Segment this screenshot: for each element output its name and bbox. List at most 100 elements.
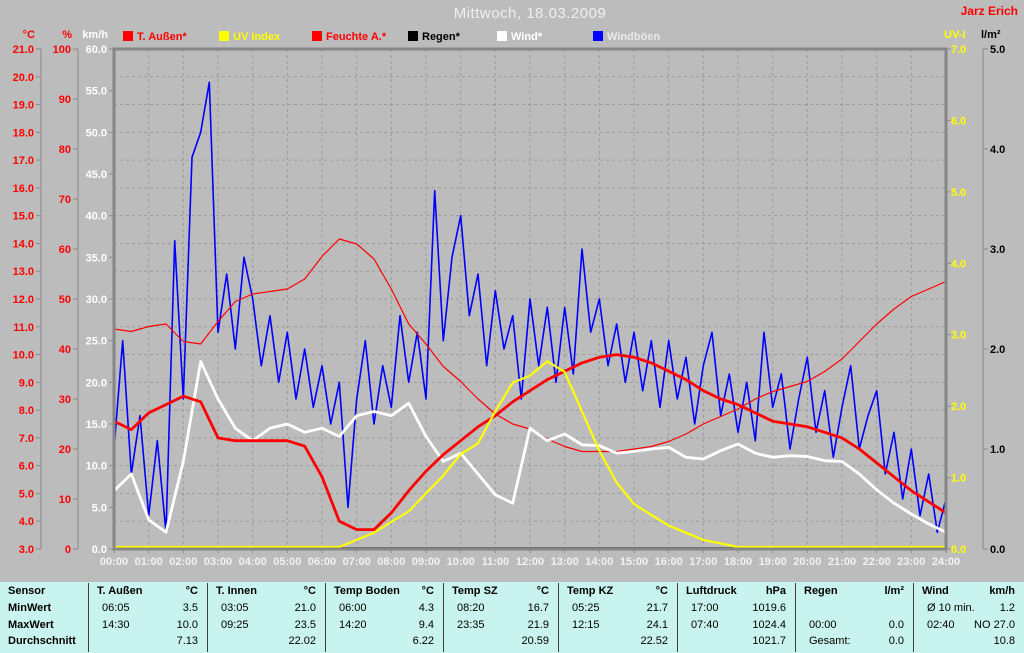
y-tick-label: 7.0 [19, 433, 34, 445]
sensor-summary-table: Sensor MinWert MaxWert Durchschnitt T. Außen… [0, 582, 1024, 653]
x-tick-label: 24:00 [932, 556, 960, 568]
table-max-time: 09:25 [221, 619, 249, 631]
x-tick-label: 23:00 [897, 556, 925, 568]
y-tick-label: 40.0 [86, 211, 107, 223]
x-tick-label: 17:00 [689, 556, 717, 568]
y-tick-label: 55.0 [86, 86, 107, 98]
table-column-separator [558, 583, 559, 652]
y-tick-label: 10.0 [86, 461, 107, 473]
table-max-value: 21.9 [527, 619, 549, 631]
table-min-time: 08:20 [457, 602, 485, 614]
y-tick-label: 20.0 [13, 72, 34, 84]
table-col-unit: l/m² [884, 585, 904, 597]
legend-label: Wind* [511, 31, 543, 43]
table-max-time: 02:40 [927, 619, 955, 631]
x-tick-label: 02:00 [169, 556, 197, 568]
y-tick-label: 60 [59, 244, 71, 256]
table-row-header: Durchschnitt [8, 635, 76, 647]
x-tick-label: 10:00 [447, 556, 475, 568]
x-tick-label: 21:00 [828, 556, 856, 568]
y-tick-label: 10 [59, 494, 71, 506]
y-tick-label: 45.0 [86, 169, 107, 181]
table-column-separator [677, 583, 678, 652]
x-tick-label: 18:00 [724, 556, 752, 568]
table-col-name: T. Außen [97, 585, 143, 597]
y-tick-label: 14.0 [13, 238, 34, 250]
table-column-separator [795, 583, 796, 652]
y-tick-label: 8.0 [19, 405, 34, 417]
x-tick-label: 01:00 [135, 556, 163, 568]
table-row-header: Sensor [8, 585, 46, 597]
x-tick-label: 15:00 [620, 556, 648, 568]
table-min-time: 05:25 [572, 602, 600, 614]
y-tick-label: 20 [59, 444, 71, 456]
legend-item: Wind* [497, 31, 542, 43]
legend-swatch-icon [312, 31, 322, 41]
table-max-time: 14:30 [102, 619, 130, 631]
legend-swatch-icon [497, 31, 507, 41]
watermark-author: Jarz Erich [960, 4, 1018, 18]
table-min-time: 06:00 [339, 602, 367, 614]
table-min-value: 4.3 [418, 602, 434, 614]
y-tick-label: 35.0 [86, 252, 107, 264]
y-tick-label: 100 [53, 44, 71, 56]
table-max-value: 24.1 [646, 619, 668, 631]
legend-swatch-icon [123, 31, 133, 41]
axis-unit-label: UV-I [944, 29, 965, 41]
y-tick-label: 30 [59, 394, 71, 406]
table-column-separator [207, 583, 208, 652]
table-min-time: 06:05 [102, 602, 130, 614]
x-tick-label: 16:00 [655, 556, 683, 568]
x-tick-label: 12:00 [516, 556, 544, 568]
axis-unit-label: l/m² [981, 29, 1001, 41]
table-max-value: NO 27.0 [974, 619, 1015, 631]
y-tick-label: 7.0 [951, 44, 966, 56]
table-col-unit: °C [536, 585, 549, 597]
legend-label: Feuchte A.* [326, 31, 387, 43]
y-tick-label: 4.0 [19, 516, 34, 528]
y-tick-label: 10.0 [13, 350, 34, 362]
y-tick-label: 60.0 [86, 44, 107, 56]
table-avg-value: 20.59 [521, 635, 549, 647]
y-tick-label: 15.0 [86, 419, 107, 431]
x-tick-label: 06:00 [308, 556, 336, 568]
legend-swatch-icon [219, 31, 229, 41]
y-tick-label: 3.0 [990, 244, 1005, 256]
y-tick-label: 6.0 [951, 115, 966, 127]
y-tick-label: 90 [59, 94, 71, 106]
table-max-value: 10.0 [176, 619, 198, 631]
x-tick-label: 05:00 [273, 556, 301, 568]
y-tick-label: 50.0 [86, 127, 107, 139]
table-min-time: Ø 10 min. [927, 602, 975, 614]
table-max-value: 1024.4 [752, 619, 786, 631]
table-col-name: Luftdruck [686, 585, 737, 597]
table-col-unit: °C [303, 585, 316, 597]
y-tick-label: 1.0 [990, 444, 1005, 456]
table-avg-value: 22.02 [288, 635, 316, 647]
x-tick-label: 04:00 [239, 556, 267, 568]
legend-item: T. Außen* [123, 31, 187, 43]
table-col-name: Temp Boden [334, 585, 400, 597]
table-col-unit: hPa [765, 585, 786, 597]
y-tick-label: 19.0 [13, 100, 34, 112]
y-tick-label: 9.0 [19, 377, 34, 389]
y-tick-label: 21.0 [13, 44, 34, 56]
table-row-header: MaxWert [8, 619, 54, 631]
y-tick-label: 30.0 [86, 294, 107, 306]
legend-swatch-icon [408, 31, 418, 41]
table-column-separator [325, 583, 326, 652]
table-min-time: 03:05 [221, 602, 249, 614]
table-min-value: 3.5 [182, 602, 198, 614]
series-line [113, 353, 947, 531]
legend-label: Regen* [422, 31, 460, 43]
table-col-unit: km/h [989, 585, 1015, 597]
table-row-header: MinWert [8, 602, 52, 614]
axis-unit-label: % [62, 29, 72, 41]
x-tick-label: 11:00 [482, 556, 510, 568]
y-tick-label: 0 [65, 544, 71, 556]
legend-label: Windböen [607, 31, 661, 43]
y-tick-label: 3.0 [19, 544, 34, 556]
y-tick-label: 0.0 [92, 544, 107, 556]
series-line [114, 360, 946, 549]
y-tick-label: 20.0 [86, 377, 107, 389]
